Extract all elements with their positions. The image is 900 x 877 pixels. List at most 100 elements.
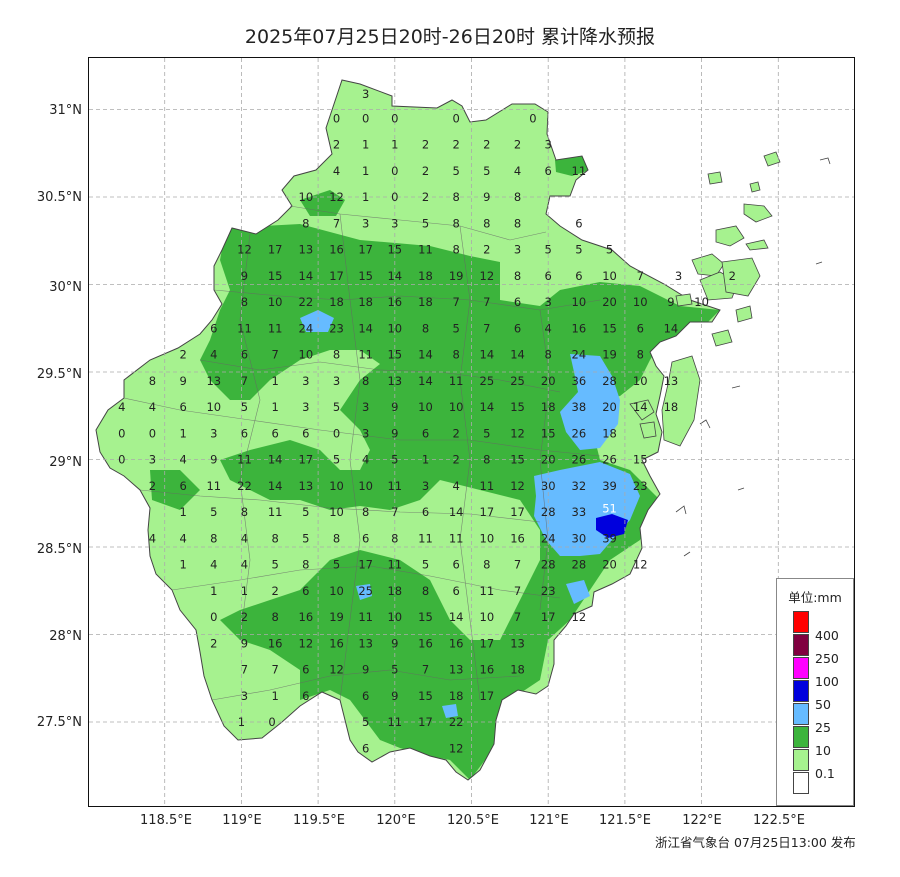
station-value: 12 (299, 636, 314, 650)
legend-swatch-50 (793, 680, 809, 702)
station-value: 8 (333, 348, 340, 362)
station-value: 9 (362, 663, 369, 677)
station-value: 6 (241, 426, 248, 440)
station-value: 5 (606, 243, 613, 257)
station-value: 12 (237, 243, 252, 257)
station-value: 13 (299, 479, 314, 493)
station-value: 8 (241, 295, 248, 309)
issue-footer: 浙江省气象台 07月25日13:00 发布 (655, 835, 856, 850)
station-value: 6 (637, 321, 644, 335)
station-value: 12 (510, 426, 525, 440)
station-value: 14 (268, 453, 283, 467)
station-value: 3 (210, 426, 217, 440)
station-value: 2 (729, 269, 736, 283)
station-value: 12 (572, 610, 587, 624)
station-value: 5 (302, 505, 309, 519)
station-value: 10 (633, 374, 648, 388)
station-value: 10 (329, 584, 344, 598)
station-value: 4 (179, 453, 186, 467)
station-value: 14 (449, 610, 464, 624)
station-value: 7 (483, 321, 490, 335)
station-value: 9 (391, 689, 398, 703)
station-value: 1 (271, 400, 278, 414)
station-value: 1 (362, 138, 369, 152)
station-value: 7 (514, 610, 521, 624)
station-value: 6 (241, 348, 248, 362)
station-value: 5 (362, 715, 369, 729)
station-value: 16 (329, 243, 344, 257)
x-tick-label: 119°E (222, 813, 262, 828)
station-value: 4 (210, 348, 217, 362)
station-value: 28 (602, 374, 617, 388)
station-value: 16 (480, 663, 495, 677)
station-value: 11 (449, 531, 464, 545)
station-value: 1 (422, 453, 429, 467)
station-value: 12 (633, 558, 648, 572)
x-tick-label: 121.5°E (599, 813, 651, 828)
station-value: 4 (149, 400, 156, 414)
station-value: 4 (179, 531, 186, 545)
station-value: 10 (633, 295, 648, 309)
station-value: 8 (271, 610, 278, 624)
station-value: 5 (333, 453, 340, 467)
station-value: 19 (329, 610, 344, 624)
station-value: 32 (572, 479, 587, 493)
station-value: 16 (510, 531, 525, 545)
station-value: 2 (483, 138, 490, 152)
x-tick-label: 122.5°E (753, 813, 805, 828)
station-value: 2 (179, 348, 186, 362)
station-value: 14 (268, 479, 283, 493)
station-value: 10 (387, 321, 402, 335)
station-value: 6 (545, 164, 552, 178)
station-value: 8 (514, 190, 521, 204)
station-value: 1 (179, 505, 186, 519)
station-value: 14 (358, 321, 373, 335)
station-value: 10 (387, 610, 402, 624)
station-value: 6 (452, 584, 459, 598)
station-value: 2 (241, 610, 248, 624)
x-tick-label: 120.5°E (447, 813, 499, 828)
station-value: 1 (271, 374, 278, 388)
station-value: 1 (238, 715, 245, 729)
station-value: 11 (418, 243, 433, 257)
station-value: 0 (149, 426, 156, 440)
station-value: 33 (572, 505, 587, 519)
station-value: 0 (391, 111, 398, 125)
station-value: 2 (333, 138, 340, 152)
station-value: 13 (387, 374, 402, 388)
station-value: 4 (333, 164, 340, 178)
station-value: 6 (302, 584, 309, 598)
station-value: 3 (241, 689, 248, 703)
station-value: 0 (268, 715, 275, 729)
station-value: 2 (422, 138, 429, 152)
station-value: 8 (271, 531, 278, 545)
y-tick-label: 29.5°N (36, 367, 82, 382)
legend-label: 400 (815, 628, 839, 643)
station-value: 5 (333, 558, 340, 572)
station-value: 6 (575, 269, 582, 283)
station-value: 11 (480, 479, 495, 493)
station-value: 8 (302, 216, 309, 230)
station-value: 24 (299, 321, 314, 335)
station-value: 17 (329, 269, 344, 283)
station-value: 9 (483, 190, 490, 204)
station-value: 9 (179, 374, 186, 388)
station-value: 9 (391, 400, 398, 414)
x-tick-label: 122°E (682, 813, 722, 828)
station-value: 4 (452, 479, 459, 493)
station-value: 12 (510, 479, 525, 493)
station-value: 18 (418, 295, 433, 309)
station-value: 17 (299, 453, 314, 467)
y-tick-label: 30.5°N (36, 190, 82, 205)
station-value: 9 (241, 269, 248, 283)
station-value: 28 (541, 505, 556, 519)
station-value: 26 (572, 453, 587, 467)
station-value: 13 (664, 374, 679, 388)
station-value: 4 (514, 164, 521, 178)
station-value: 1 (271, 689, 278, 703)
station-value: 14 (510, 348, 525, 362)
station-value: 4 (149, 531, 156, 545)
station-value: 3 (333, 374, 340, 388)
station-value: 0 (118, 426, 125, 440)
